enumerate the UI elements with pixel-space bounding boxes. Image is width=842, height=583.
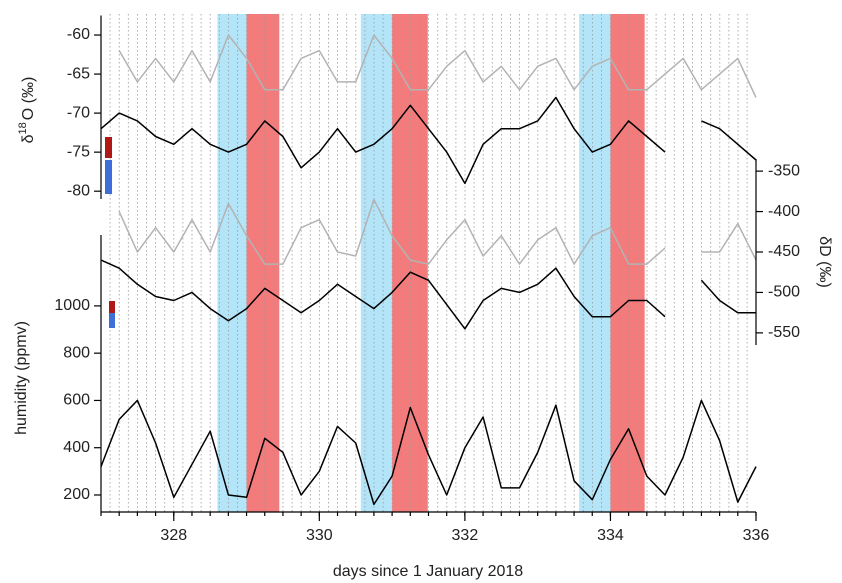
legend-bar-red	[105, 137, 112, 158]
y-tick-label: 1000	[54, 297, 90, 314]
y-tick-label: -400	[768, 203, 800, 220]
shaded-period	[246, 14, 280, 512]
y-tick-label: -60	[67, 26, 90, 43]
x-tick-label: 336	[743, 527, 770, 544]
y2-axis-label: δD (‰)	[816, 236, 833, 288]
data-line	[100, 96, 757, 185]
y-tick-label: 800	[63, 344, 90, 361]
y-tick-label: 400	[63, 439, 90, 456]
x-tick-label: 334	[597, 527, 624, 544]
x-tick-label: 328	[160, 527, 187, 544]
y-tick-label: -80	[67, 182, 90, 199]
x-tick-label: 330	[306, 527, 333, 544]
y-tick-label: -450	[768, 243, 800, 260]
shaded-periods	[217, 14, 645, 512]
y-axis-label: δ18O (‰)	[17, 77, 37, 144]
y-label-part: O (‰)	[20, 77, 37, 121]
x-tick-label: 332	[452, 527, 479, 544]
data-line	[100, 399, 757, 506]
legend-bar-red	[109, 301, 115, 313]
legend-bar-blue	[109, 313, 115, 328]
shaded-period	[217, 14, 247, 512]
y-label-part: δ	[20, 134, 37, 143]
y-axis-label: humidity (ppmv)	[13, 321, 30, 435]
plot: -60 -65 -70 -75 -80 -350 -400 -450 -500 -550 200 40…	[54, 15, 800, 544]
y-tick-label: 200	[63, 486, 90, 503]
y-label-sup: 18	[17, 122, 29, 134]
data-line	[118, 198, 757, 265]
data-line	[100, 259, 756, 330]
y-tick-label: -350	[768, 162, 800, 179]
legend-bar-blue	[105, 160, 112, 194]
shaded-period	[579, 14, 611, 512]
y-tick-label: -65	[67, 65, 90, 82]
data-line	[118, 34, 757, 98]
y-tick-label: 600	[63, 392, 90, 409]
y-tick-label: -500	[768, 284, 800, 301]
y-tick-label: -550	[768, 324, 800, 341]
y-tick-label: -70	[67, 104, 90, 121]
x-axis-label: days since 1 January 2018	[333, 563, 523, 580]
y-tick-label: -75	[67, 143, 90, 160]
shaded-period	[360, 14, 393, 512]
